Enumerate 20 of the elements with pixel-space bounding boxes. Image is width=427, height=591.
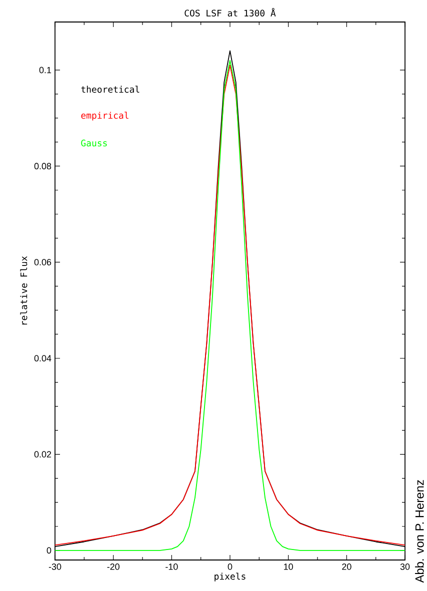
text: empirical [81,112,128,120]
x-tick-label: 30 [400,564,410,570]
y-tick-label: 0 [46,547,52,554]
x-axis-title: pixels [214,572,246,582]
text: Gauss [81,140,107,146]
y-tick-label: 0.1 [39,66,52,74]
y-tick-label: 0.02 [34,451,52,458]
y-tick-label: 0.08 [34,162,52,170]
chart-title: COS LSF at 1300 Å [184,8,276,16]
text: Abb. von P. Herenz [415,480,424,583]
x-tick-label: -20 [107,564,120,570]
y-tick-label: 0.04 [34,355,52,362]
x-tick-label: 10 [284,564,293,570]
y-tick-label: 0.06 [34,258,52,266]
y-axis-title: relative Flux [20,256,28,325]
x-tick-label: -30 [48,564,62,570]
x-tick-label: 20 [342,564,352,570]
text: theoretical [81,86,140,93]
x-tick-label: -10 [166,564,178,570]
x-tick-label: 0 [228,564,232,570]
